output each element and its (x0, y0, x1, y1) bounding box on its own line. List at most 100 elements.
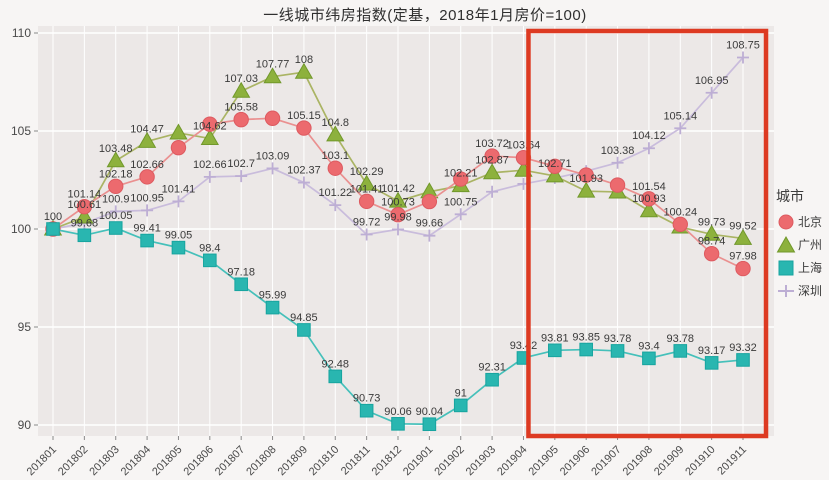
y-axis-label: 105 (11, 124, 31, 138)
legend-label: 深圳 (798, 284, 823, 298)
data-point-marker (482, 163, 502, 180)
data-point-marker (704, 356, 719, 370)
data-point-marker (108, 221, 123, 235)
data-point-marker (264, 110, 281, 126)
legend-entry-guangzhou: 广州 (776, 233, 828, 256)
data-point-marker (642, 142, 655, 155)
y-axis-label: 110 (12, 26, 31, 40)
x-axis-label: 201911 (715, 444, 749, 478)
legend-entry-beijing: 北京 (776, 210, 828, 233)
data-point-marker (578, 167, 594, 183)
data-point-label: 104.62 (193, 120, 227, 132)
data-point-label: 93.17 (698, 345, 726, 357)
data-point-label: 100.95 (130, 192, 164, 204)
x-axis-label: 201904 (495, 444, 529, 478)
data-point-marker (423, 229, 436, 242)
data-point-marker (673, 344, 688, 358)
x-axis-label: 201908 (621, 444, 655, 478)
data-point-marker (109, 205, 122, 218)
data-point-label: 93.85 (572, 332, 600, 344)
data-point-label: 94.85 (290, 312, 318, 324)
data-point-label: 104.47 (130, 123, 164, 135)
chart-title: 一线城市纬房指数(定基，2018年1月房价=100) (263, 7, 587, 24)
data-point-marker (577, 181, 596, 198)
data-point-label: 100.75 (444, 196, 478, 208)
data-point-label: 97.98 (729, 251, 757, 263)
data-point-marker (266, 162, 279, 175)
data-point-marker (737, 51, 750, 64)
legend-label: 北京 (798, 215, 823, 229)
x-axis-label: 201809 (276, 444, 310, 478)
data-point-marker (169, 123, 188, 140)
data-point-marker (327, 160, 343, 176)
data-point-marker (171, 240, 186, 255)
data-point-marker (579, 342, 593, 357)
data-point-label: 106.95 (695, 75, 729, 87)
data-point-label: 104.12 (632, 130, 666, 142)
x-axis-label: 201907 (589, 444, 623, 478)
data-point-marker (547, 158, 563, 174)
data-point-marker (484, 148, 500, 164)
data-point-marker (639, 201, 659, 218)
data-point-label: 99.05 (165, 230, 193, 242)
data-point-label: 102.66 (130, 159, 164, 171)
data-point-label: 99.72 (353, 216, 381, 228)
data-point-label: 101.41 (162, 183, 196, 195)
data-point-label: 103.72 (475, 138, 509, 150)
data-point-marker (422, 417, 437, 432)
data-point-label: 100.05 (99, 210, 133, 222)
data-point-marker (141, 204, 154, 217)
data-point-label: 101.42 (381, 183, 415, 195)
data-point-label: 101.93 (569, 173, 603, 185)
data-point-marker (359, 403, 374, 418)
data-point-marker (486, 185, 499, 198)
data-point-marker (360, 228, 373, 241)
data-point-label: 93.32 (729, 342, 757, 354)
data-point-marker (170, 139, 187, 156)
data-point-marker (733, 228, 753, 245)
data-point-label: 97.18 (227, 266, 255, 278)
data-point-label: 105.15 (287, 110, 321, 122)
legend-entry-shenzhen: 深圳 (776, 279, 828, 302)
data-point-marker (703, 245, 720, 262)
data-point-label: 95.99 (259, 290, 287, 302)
data-point-marker (674, 122, 687, 135)
data-point-label: 103.48 (99, 143, 133, 155)
x-axis-label: 201804 (119, 444, 153, 478)
data-point-label: 92.31 (478, 362, 506, 374)
data-point-marker (139, 169, 155, 185)
data-point-label: 101.54 (632, 181, 666, 193)
data-point-marker (294, 62, 314, 79)
data-point-marker (76, 198, 93, 215)
data-point-marker (705, 86, 718, 99)
data-point-label: 100.93 (632, 193, 666, 205)
data-point-marker (736, 353, 750, 367)
data-point-marker (357, 174, 376, 191)
data-point-marker (391, 417, 405, 431)
data-point-label: 102.21 (444, 168, 478, 180)
data-point-marker (263, 67, 282, 84)
x-axis-label: 201810 (307, 444, 341, 478)
data-point-label: 107.03 (224, 73, 258, 85)
data-point-label: 101.22 (318, 187, 352, 199)
data-point-marker (202, 116, 218, 132)
data-point-marker (203, 253, 217, 268)
data-point-marker (328, 369, 343, 384)
x-axis-label: 201802 (56, 444, 90, 478)
data-point-label: 104.8 (322, 117, 350, 129)
data-point-marker (329, 199, 342, 212)
y-axis-label: 90 (18, 418, 32, 432)
x-axis-label: 201801 (25, 444, 59, 478)
legend: 城市 北京 广州 上海 深圳 (776, 186, 828, 302)
data-point-marker (326, 125, 345, 142)
legend-label: 广州 (798, 238, 823, 252)
data-point-marker (548, 343, 562, 358)
legend-entry-shanghai: 上海 (776, 256, 828, 279)
data-point-label: 102.87 (475, 155, 509, 167)
data-point-marker (265, 300, 280, 315)
data-point-marker (609, 177, 626, 193)
data-point-label: 103.1 (322, 150, 350, 162)
data-point-marker (453, 171, 469, 187)
